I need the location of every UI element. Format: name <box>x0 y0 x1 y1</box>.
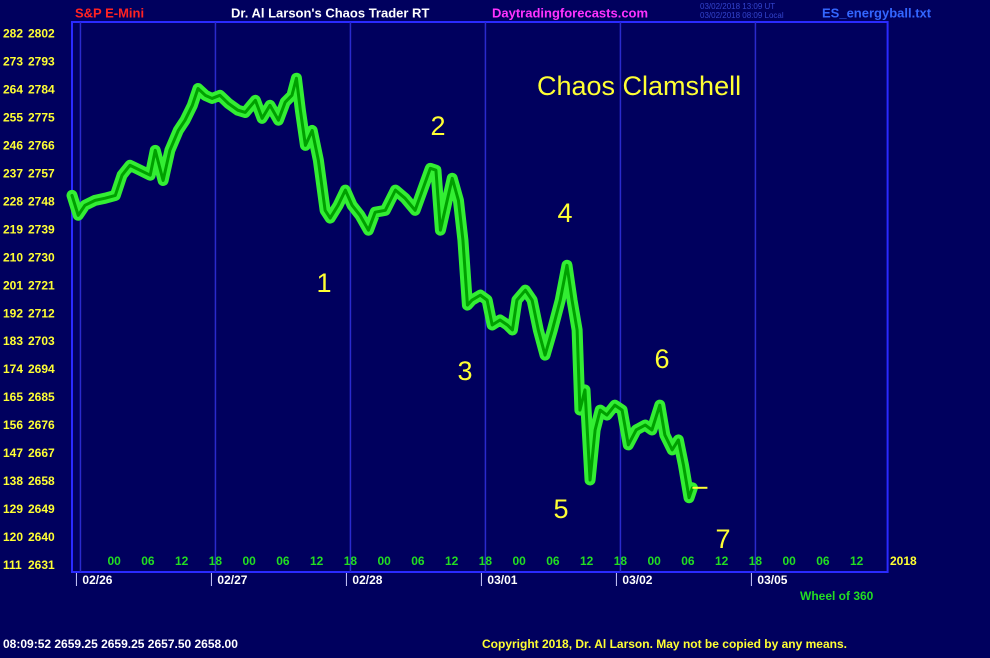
y2-tick-label: 282 <box>3 27 23 41</box>
y-tick-label: 2748 <box>28 194 55 208</box>
y-tick-label: 2757 <box>28 166 55 180</box>
x-tick-label: 06 <box>816 554 830 568</box>
x-tick-label: 00 <box>377 554 391 568</box>
y-tick-label: 2712 <box>28 306 55 320</box>
y-tick-label: 2685 <box>28 390 55 404</box>
copyright: Copyright 2018, Dr. Al Larson. May not b… <box>482 637 847 651</box>
y2-tick-label: 264 <box>3 83 23 97</box>
file-name: ES_energyball.txt <box>822 5 932 20</box>
x-tick-label: 06 <box>141 554 155 568</box>
y2-tick-label: 120 <box>3 530 23 544</box>
wave-annotation: 5 <box>553 494 568 524</box>
y2-tick-label: 156 <box>3 418 23 432</box>
y2-tick-label: 228 <box>3 194 23 208</box>
x-tick-label: 00 <box>647 554 661 568</box>
date-label: 03/05 <box>757 573 787 587</box>
year-label: 2018 <box>890 554 917 568</box>
y-tick-label: 2766 <box>28 138 55 152</box>
x-tick-label: 00 <box>243 554 257 568</box>
y2-tick-label: 111 <box>3 558 22 572</box>
y2-tick-label: 165 <box>3 390 23 404</box>
x-tick-label: 00 <box>512 554 526 568</box>
y-tick-label: 2739 <box>28 222 55 236</box>
y-tick-label: 2802 <box>28 27 55 41</box>
y-tick-label: 2658 <box>28 474 55 488</box>
wave-annotation: 4 <box>557 198 572 228</box>
x-tick-label: 12 <box>850 554 864 568</box>
y2-tick-label: 210 <box>3 250 23 264</box>
x-tick-label: 18 <box>209 554 223 568</box>
x-tick-label: 06 <box>681 554 695 568</box>
y2-tick-label: 255 <box>3 110 23 124</box>
y-tick-label: 2775 <box>28 110 55 124</box>
wave-annotation: 2 <box>430 111 445 141</box>
y-tick-label: 2640 <box>28 530 55 544</box>
y2-tick-label: 192 <box>3 306 23 320</box>
y2-tick-label: 219 <box>3 222 23 236</box>
quote: 08:09:52 2659.25 2659.25 2657.50 2658.00 <box>3 637 238 651</box>
wave-annotation: 7 <box>715 524 730 554</box>
date-label: 03/02 <box>622 573 652 587</box>
y-tick-label: 2784 <box>28 83 55 97</box>
y2-tick-label: 246 <box>3 138 23 152</box>
x-tick-label: 18 <box>749 554 763 568</box>
x-tick-label: 18 <box>479 554 493 568</box>
y2-tick-label: 129 <box>3 502 23 516</box>
site: Daytradingforecasts.com <box>492 5 648 20</box>
y-tick-label: 2649 <box>28 502 55 516</box>
y-tick-label: 2631 <box>28 558 55 572</box>
x-tick-label: 12 <box>580 554 594 568</box>
wave-annotation: 6 <box>654 344 669 374</box>
y-tick-label: 2676 <box>28 418 55 432</box>
x-tick-label: 12 <box>715 554 729 568</box>
annotation-title: Chaos Clamshell <box>537 71 741 101</box>
date-label: 02/26 <box>82 573 112 587</box>
y2-tick-label: 138 <box>3 474 23 488</box>
app-title: Dr. Al Larson's Chaos Trader RT <box>231 5 429 20</box>
x-tick-label: 18 <box>344 554 358 568</box>
y2-tick-label: 147 <box>3 446 23 460</box>
symbol: S&P E-Mini <box>75 5 144 20</box>
y2-tick-label: 273 <box>3 55 23 69</box>
date-label: 02/27 <box>217 573 247 587</box>
x-tick-label: 06 <box>276 554 290 568</box>
y-tick-label: 2694 <box>28 362 55 376</box>
y-tick-label: 2793 <box>28 55 55 69</box>
y2-tick-label: 201 <box>3 278 23 292</box>
wave-annotation: 3 <box>457 356 472 386</box>
x-tick-label: 06 <box>411 554 425 568</box>
x-tick-label: 12 <box>310 554 324 568</box>
x-tick-label: 00 <box>108 554 122 568</box>
x-tick-label: 18 <box>614 554 628 568</box>
y2-tick-label: 174 <box>3 362 23 376</box>
x-tick-label: 06 <box>546 554 560 568</box>
x-tick-label: 12 <box>175 554 189 568</box>
x-tick-label: 00 <box>782 554 796 568</box>
y2-tick-label: 183 <box>3 334 23 348</box>
date-label: 02/28 <box>352 573 382 587</box>
y2-label: Wheel of 360 <box>800 589 874 603</box>
y-tick-label: 2721 <box>28 278 55 292</box>
date-label: 03/01 <box>487 573 517 587</box>
price-line <box>70 76 694 500</box>
timestamp-local: 03/02/2018 08:09 Local <box>700 11 784 20</box>
y2-tick-label: 237 <box>3 166 23 180</box>
y-tick-label: 2730 <box>28 250 55 264</box>
y-tick-label: 2667 <box>28 446 55 460</box>
y-tick-label: 2703 <box>28 334 55 348</box>
x-tick-label: 12 <box>445 554 459 568</box>
timestamp-ut: 03/02/2018 13:09 UT <box>700 2 775 11</box>
wave-annotation: 1 <box>316 268 331 298</box>
